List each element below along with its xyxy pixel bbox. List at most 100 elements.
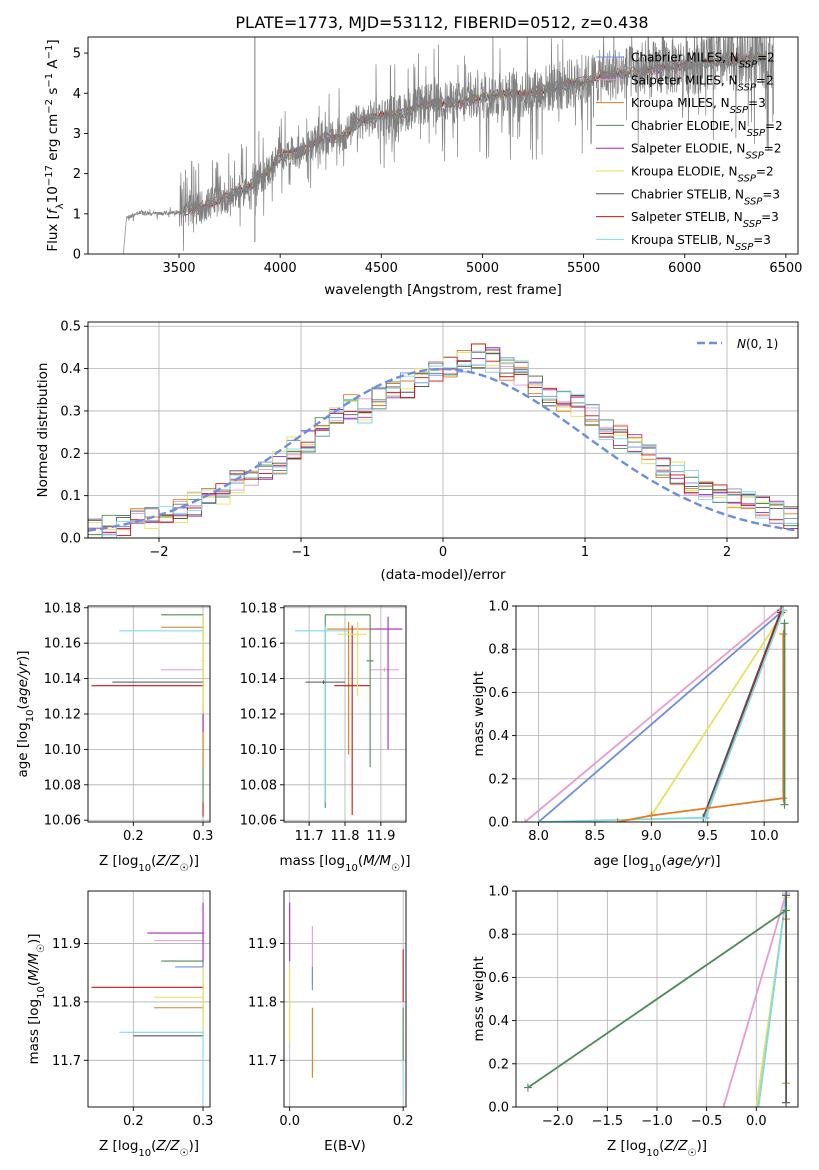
y-tick-label: 10.10 bbox=[44, 743, 81, 758]
y-tick-label: 4 bbox=[73, 87, 81, 102]
weight-point-marker bbox=[754, 1103, 763, 1107]
x-tick-label: 4500 bbox=[365, 261, 398, 276]
x-axis-label: mass [log10(M/M☉)] bbox=[279, 853, 410, 874]
legend-label: Salpeter ELODIE, NSSP=2 bbox=[631, 142, 781, 162]
y-tick-label: 0.6 bbox=[488, 971, 509, 986]
x-tick-label: 11.9 bbox=[366, 829, 395, 844]
y-tick-label: 10.16 bbox=[240, 637, 277, 652]
weight-series-line bbox=[702, 609, 782, 819]
y-tick-label: 0.3 bbox=[60, 404, 81, 419]
y-tick-label: 10.12 bbox=[240, 708, 277, 723]
y-tick-label: 11.7 bbox=[248, 1054, 277, 1069]
y-tick-label: 10.08 bbox=[240, 778, 277, 793]
legend-label: Chabrier ELODIE, NSSP=2 bbox=[631, 119, 783, 139]
x-axis-label: Z [log10(Z/Z☉)] bbox=[99, 853, 199, 874]
y-tick-label: 2 bbox=[73, 167, 81, 182]
x-tick-label: 9.0 bbox=[641, 829, 662, 844]
y-tick-label: 0.8 bbox=[488, 643, 509, 658]
x-tick-label: 0.0 bbox=[279, 1114, 300, 1129]
figure-title: PLATE=1773, MJD=53112, FIBERID=0512, z=0… bbox=[235, 13, 648, 32]
y-axis-label: Normed distribution bbox=[35, 363, 51, 498]
weight-point-marker bbox=[719, 1103, 728, 1107]
weight-series-line bbox=[524, 606, 784, 822]
weight-series-line bbox=[617, 634, 785, 822]
x-tick-label: 10.0 bbox=[750, 829, 779, 844]
x-tick-label: 6500 bbox=[769, 261, 802, 276]
legend-label: Kroupa ELODIE, NSSP=2 bbox=[631, 165, 774, 185]
y-tick-label: 11.9 bbox=[248, 937, 277, 952]
y-tick-label: 0.2 bbox=[488, 772, 509, 787]
age-vs-mass-panel: 11.7 11.8 11.9 10.06 10.08 10.10 10.12 10.14 10.… bbox=[240, 601, 411, 873]
x-tick-label: 0.3 bbox=[193, 1114, 214, 1129]
x-tick-label: 0.0 bbox=[746, 1114, 767, 1129]
plot-area bbox=[91, 614, 205, 817]
residuals-plot-area bbox=[88, 343, 798, 538]
legend-label: Kroupa MILES, NSSP=3 bbox=[631, 96, 766, 116]
x-tick-label: 2 bbox=[723, 545, 731, 560]
y-tick-label: 10.18 bbox=[240, 601, 277, 616]
weight-vs-age-panel: 8.0 8.5 9.0 9.5 10.0 0.0 0.2 0.4 0.6 0.8 1.0 mass w… bbox=[471, 600, 799, 874]
x-axis-label: age [log10(age/yr)] bbox=[593, 853, 720, 874]
weight-point-marker bbox=[701, 813, 710, 822]
weight-point-marker bbox=[752, 1103, 761, 1107]
y-tick-label: 0.4 bbox=[488, 729, 509, 744]
y-tick-label: 0.6 bbox=[488, 686, 509, 701]
weight-point-marker bbox=[779, 794, 788, 803]
x-tick-label: 0.2 bbox=[123, 1114, 144, 1129]
x-tick-label: 8.0 bbox=[528, 829, 549, 844]
weight-point-marker bbox=[523, 1083, 532, 1092]
weight-point-marker bbox=[782, 891, 791, 900]
y-tick-label: 11.8 bbox=[248, 995, 277, 1010]
legend-label: Chabrier STELIB, NSSP=3 bbox=[631, 187, 780, 207]
y-tick-label: 1.0 bbox=[488, 885, 509, 900]
y-tick-label: 0 bbox=[73, 248, 81, 263]
x-tick-label: 0.2 bbox=[393, 1114, 414, 1129]
plot-area bbox=[289, 902, 404, 1096]
x-tick-label: 0.3 bbox=[193, 829, 214, 844]
x-tick-label: −2 bbox=[149, 545, 168, 560]
y-tick-label: 0.0 bbox=[488, 1101, 509, 1116]
legend-label: N(0, 1) bbox=[737, 337, 778, 351]
y-tick-label: 10.12 bbox=[44, 708, 81, 723]
legend-label: Salpeter MILES, NSSP=2 bbox=[631, 73, 774, 93]
weight-point-marker bbox=[647, 811, 656, 820]
y-tick-label: 0.0 bbox=[60, 532, 81, 547]
x-tick-label: −2.0 bbox=[542, 1114, 574, 1129]
weight-point-marker bbox=[779, 630, 788, 639]
x-tick-label: 8.5 bbox=[585, 829, 606, 844]
x-axis-label: (data-model)/error bbox=[380, 567, 506, 583]
x-tick-label: 5000 bbox=[466, 261, 499, 276]
plot-area bbox=[523, 891, 791, 1107]
weight-point-marker bbox=[780, 800, 789, 809]
y-tick-label: 10.08 bbox=[44, 778, 81, 793]
weight-series-line bbox=[757, 895, 787, 1107]
y-tick-label: 0.4 bbox=[60, 362, 81, 377]
x-tick-label: 3500 bbox=[162, 261, 195, 276]
y-tick-label: 10.10 bbox=[240, 743, 277, 758]
legend-label: Chabrier MILES, NSSP=2 bbox=[631, 51, 775, 71]
y-tick-label: 10.18 bbox=[44, 601, 81, 616]
x-tick-label: 0.2 bbox=[123, 829, 144, 844]
mass-vs-ebv-panel: 0.0 0.2 11.7 11.8 11.9 E(B-V) bbox=[248, 890, 414, 1154]
y-tick-label: 5 bbox=[73, 47, 81, 62]
y-axis-label: age [log10(age/yr)] bbox=[15, 650, 36, 777]
y-tick-label: 11.9 bbox=[52, 937, 81, 952]
x-axis-label: wavelength [Angstrom, rest frame] bbox=[324, 282, 562, 298]
y-tick-label: 0.5 bbox=[60, 320, 81, 335]
y-tick-label: 10.16 bbox=[44, 637, 81, 652]
weight-vs-z-panel: −2.0 −1.5 −1.0 −0.5 0.0 0.0 0.2 0.4 0.6 0.8 1.0 mas… bbox=[471, 885, 799, 1159]
x-tick-label: 1 bbox=[581, 545, 589, 560]
spectrum-panel: 3500 4000 4500 5000 5500 6000 6500 0 1 2 3 4 5 wavele… bbox=[44, 36, 802, 298]
mass-vs-z-panel: 0.2 0.3 11.7 11.8 11.9 Z [log10(Z/Z☉)] mass [l… bbox=[26, 890, 214, 1159]
x-tick-label: 6000 bbox=[668, 261, 701, 276]
weight-point-marker bbox=[782, 1098, 791, 1107]
y-axis-label: mass weight bbox=[471, 671, 487, 756]
plot-area bbox=[294, 614, 403, 815]
weight-point-marker bbox=[534, 818, 543, 822]
axes-frame bbox=[515, 605, 799, 823]
axes-frame bbox=[87, 890, 211, 1108]
y-tick-label: 0.8 bbox=[488, 928, 509, 943]
plot-area bbox=[91, 902, 204, 1102]
